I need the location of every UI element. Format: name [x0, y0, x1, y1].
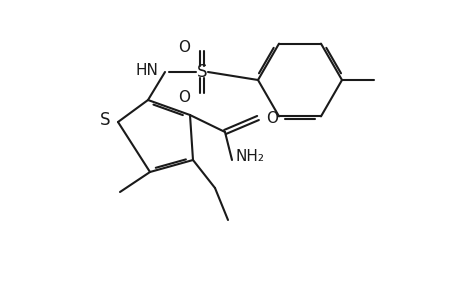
Text: S: S	[100, 111, 110, 129]
Text: O: O	[178, 89, 190, 104]
Text: O: O	[178, 40, 190, 55]
Text: O: O	[265, 110, 277, 125]
Text: S: S	[196, 63, 207, 81]
Text: HN: HN	[135, 62, 158, 77]
Text: NH₂: NH₂	[235, 149, 264, 164]
